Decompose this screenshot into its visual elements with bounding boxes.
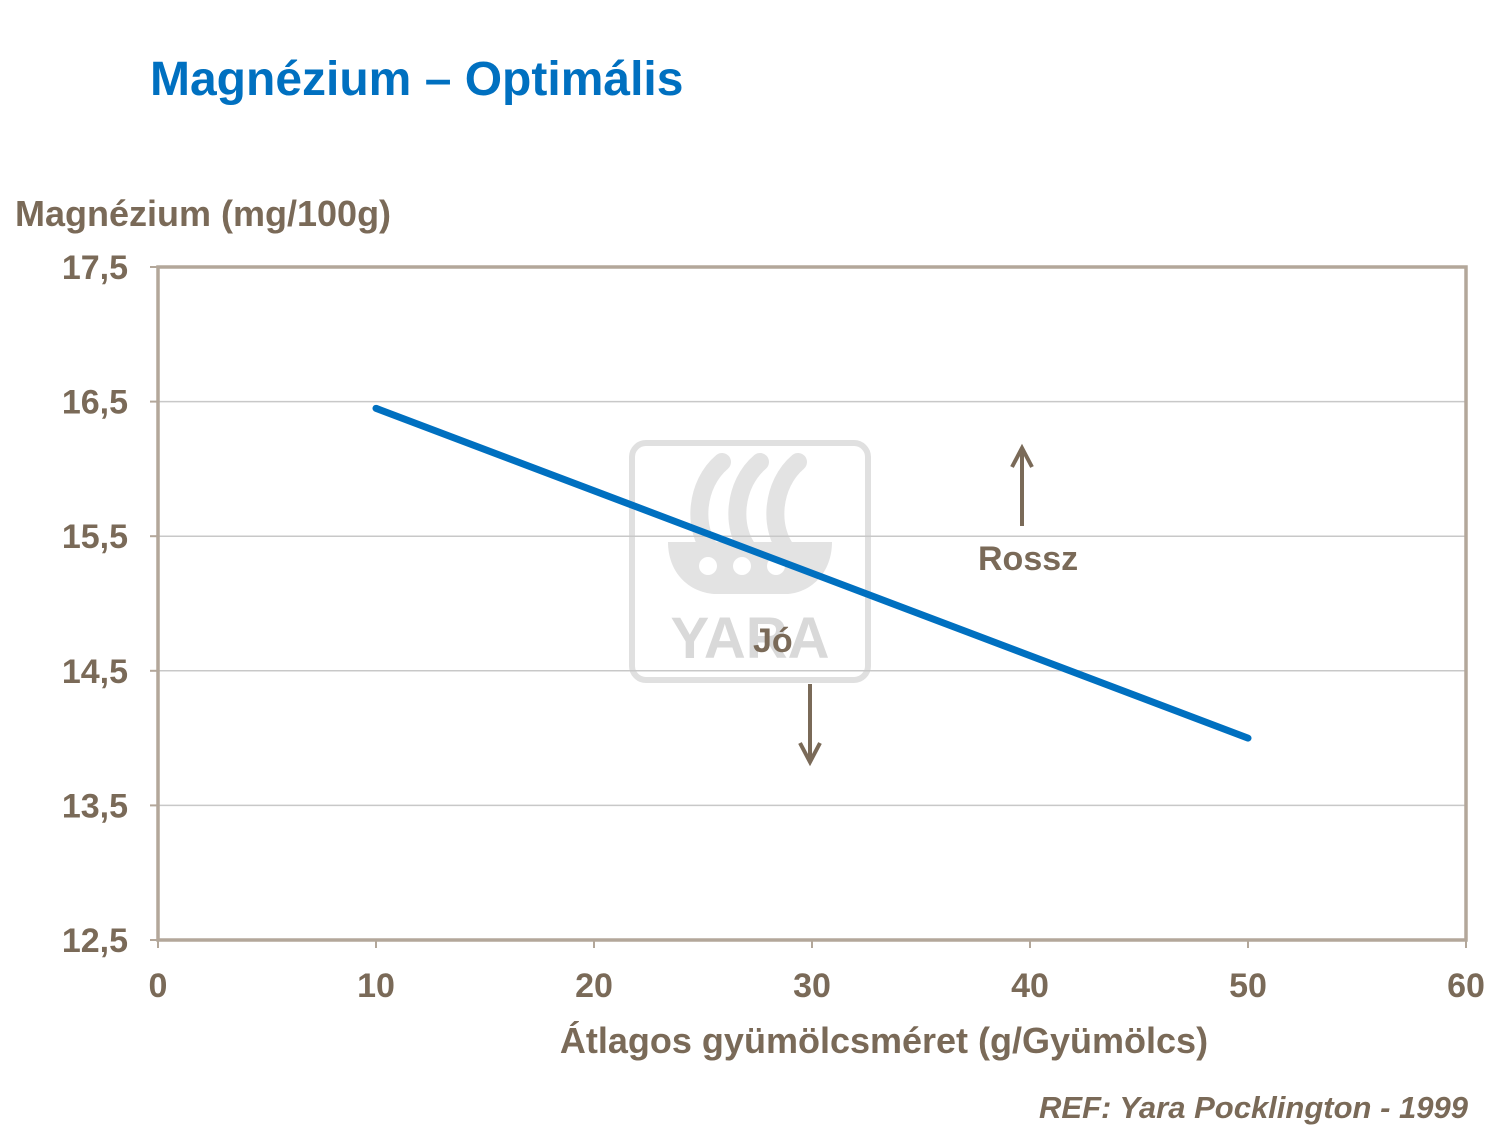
y-axis-label: Magnézium (mg/100g) xyxy=(15,193,392,234)
yara-watermark-logo: YARA xyxy=(629,440,871,683)
x-axis-ticks: 0 10 20 30 40 50 60 xyxy=(149,940,1485,1005)
x-tick-label: 60 xyxy=(1447,967,1485,1005)
watermark-text: YARA xyxy=(670,606,829,671)
data-series xyxy=(372,404,1252,742)
y-tick-label: 12,5 xyxy=(62,922,128,960)
annotation-rossz-label: Rossz xyxy=(978,540,1078,578)
y-tick-label: 17,5 xyxy=(62,249,128,287)
x-tick-label: 0 xyxy=(149,967,168,1005)
y-tick-label: 16,5 xyxy=(62,384,128,422)
x-tick-label: 10 xyxy=(357,967,395,1005)
x-tick-label: 50 xyxy=(1229,967,1267,1005)
annotation-jo: Jó xyxy=(753,622,822,767)
annotation-jo-label: Jó xyxy=(753,622,793,660)
y-axis-ticks: 12,5 13,5 14,5 15,5 16,5 17,5 xyxy=(62,249,158,960)
chart-title: Magnézium – Optimális xyxy=(150,53,684,106)
x-tick-label: 40 xyxy=(1011,967,1049,1005)
annotation-rossz: Rossz xyxy=(978,443,1078,578)
y-tick-label: 15,5 xyxy=(62,518,128,556)
x-tick-label: 20 xyxy=(575,967,613,1005)
series-line xyxy=(372,404,1252,742)
x-axis-label: Átlagos gyümölcsméret (g/Gyümölcs) xyxy=(559,1020,1209,1061)
reference-text: REF: Yara Pocklington - 1999 xyxy=(1039,1090,1468,1125)
gridlines xyxy=(158,400,1466,807)
y-tick-label: 14,5 xyxy=(62,653,128,691)
plot-frame xyxy=(156,265,1468,942)
y-tick-label: 13,5 xyxy=(62,787,128,825)
x-tick-label: 30 xyxy=(793,967,831,1005)
